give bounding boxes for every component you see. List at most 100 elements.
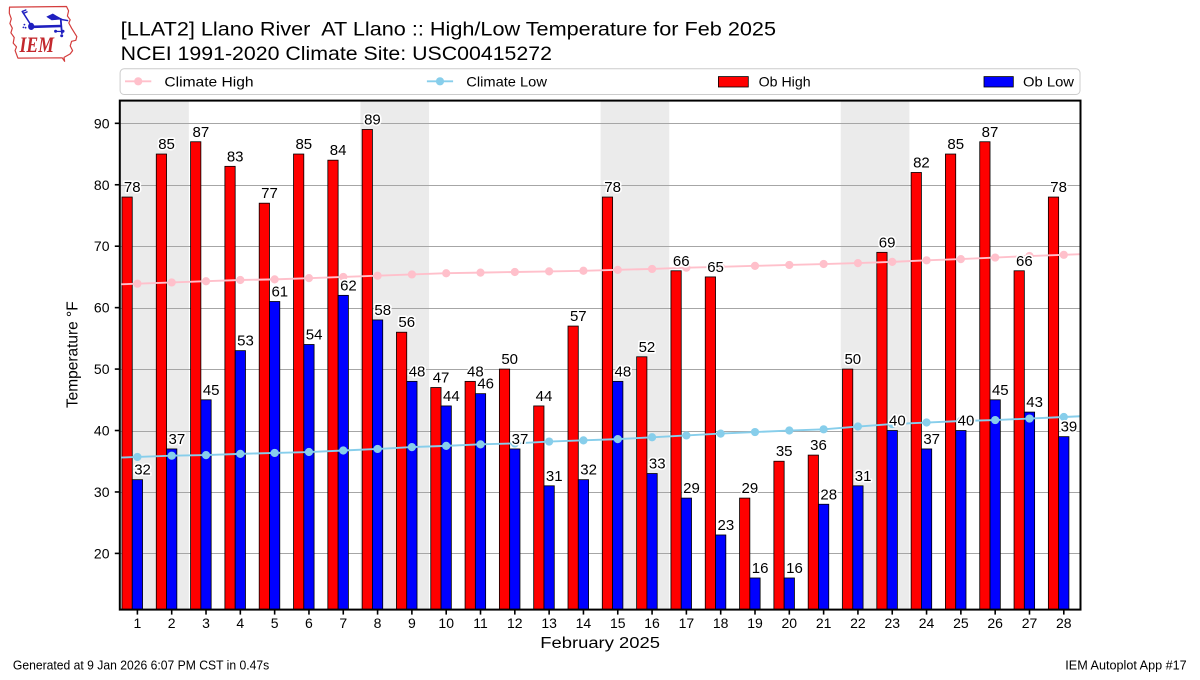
svg-text:84: 84 (330, 142, 347, 159)
svg-text:IEM: IEM (19, 32, 55, 57)
svg-text:78: 78 (124, 179, 141, 196)
svg-text:50: 50 (844, 351, 861, 368)
svg-text:Climate High: Climate High (164, 73, 253, 89)
svg-text:Temperature °F: Temperature °F (65, 301, 82, 408)
svg-text:44: 44 (443, 388, 460, 405)
svg-text:31: 31 (546, 468, 563, 485)
svg-text:40: 40 (958, 413, 975, 430)
svg-text:69: 69 (879, 234, 896, 251)
svg-text:45: 45 (992, 382, 1009, 399)
svg-text:28: 28 (1056, 615, 1072, 631)
svg-text:85: 85 (158, 136, 175, 153)
svg-text:85: 85 (947, 136, 964, 153)
svg-text:18: 18 (713, 615, 729, 631)
svg-text:Ob Low: Ob Low (1023, 73, 1075, 89)
svg-text:45: 45 (203, 382, 220, 399)
svg-text:19: 19 (747, 615, 763, 631)
svg-text:3: 3 (202, 615, 210, 631)
svg-text:7: 7 (339, 615, 347, 631)
svg-text:39: 39 (1061, 419, 1078, 436)
svg-text:66: 66 (673, 253, 690, 270)
svg-text:[LLAT2] Llano River AT Llano: [LLAT2] Llano River AT Llano :: High/Low… (121, 19, 776, 41)
svg-text:20: 20 (94, 545, 110, 561)
svg-text:48: 48 (409, 363, 426, 380)
svg-text:27: 27 (1022, 615, 1038, 631)
svg-text:58: 58 (374, 302, 391, 319)
svg-text:78: 78 (604, 179, 621, 196)
svg-text:Generated at 9 Jan 2026 6:07 P: Generated at 9 Jan 2026 6:07 PM CST in 0… (13, 659, 269, 673)
svg-text:52: 52 (639, 339, 656, 356)
svg-text:8: 8 (374, 615, 382, 631)
svg-text:37: 37 (512, 431, 529, 448)
svg-text:22: 22 (850, 615, 866, 631)
svg-text:36: 36 (810, 437, 827, 454)
svg-text:57: 57 (570, 308, 587, 325)
svg-text:NCEI 1991-2020 Climate Site: U: NCEI 1991-2020 Climate Site: USC00415272 (121, 43, 552, 65)
svg-text:23: 23 (717, 517, 734, 534)
svg-text:17: 17 (679, 615, 695, 631)
svg-text:32: 32 (580, 462, 597, 479)
svg-text:15: 15 (610, 615, 626, 631)
svg-text:Climate Low: Climate Low (466, 73, 548, 89)
svg-text:43: 43 (1026, 394, 1043, 411)
svg-text:87: 87 (982, 124, 999, 141)
svg-text:9: 9 (408, 615, 416, 631)
svg-text:14: 14 (576, 615, 592, 631)
svg-text:February 2025: February 2025 (540, 635, 660, 652)
svg-text:32: 32 (134, 462, 151, 479)
svg-text:44: 44 (536, 388, 553, 405)
svg-text:66: 66 (1016, 253, 1033, 270)
svg-text:78: 78 (1050, 179, 1067, 196)
svg-text:25: 25 (953, 615, 969, 631)
svg-text:56: 56 (398, 314, 415, 331)
svg-text:5: 5 (271, 615, 279, 631)
svg-text:28: 28 (820, 486, 837, 503)
svg-text:54: 54 (306, 327, 323, 344)
svg-text:90: 90 (94, 115, 110, 131)
svg-text:82: 82 (913, 154, 930, 171)
svg-text:37: 37 (169, 431, 186, 448)
svg-text:16: 16 (752, 560, 769, 577)
svg-text:12: 12 (507, 615, 523, 631)
svg-text:60: 60 (94, 300, 110, 316)
svg-text:65: 65 (707, 259, 724, 276)
svg-text:40: 40 (889, 413, 906, 430)
svg-text:24: 24 (919, 615, 935, 631)
svg-text:6: 6 (305, 615, 313, 631)
svg-text:37: 37 (923, 431, 940, 448)
svg-text:13: 13 (541, 615, 557, 631)
svg-text:70: 70 (94, 238, 110, 254)
svg-text:62: 62 (340, 277, 357, 294)
svg-text:26: 26 (987, 615, 1003, 631)
svg-text:23: 23 (884, 615, 900, 631)
svg-text:Ob High: Ob High (759, 73, 811, 89)
svg-text:21: 21 (816, 615, 832, 631)
svg-text:35: 35 (776, 443, 793, 460)
svg-text:10: 10 (438, 615, 454, 631)
svg-text:29: 29 (742, 480, 759, 497)
svg-text:87: 87 (193, 124, 210, 141)
svg-text:47: 47 (433, 370, 450, 387)
svg-text:4: 4 (236, 615, 244, 631)
svg-text:20: 20 (782, 615, 798, 631)
svg-text:16: 16 (644, 615, 660, 631)
svg-text:85: 85 (295, 136, 312, 153)
svg-text:11: 11 (473, 615, 488, 631)
svg-text:29: 29 (683, 480, 700, 497)
svg-text:48: 48 (615, 363, 632, 380)
svg-text:50: 50 (501, 351, 518, 368)
svg-text:IEM Autoplot App #17: IEM Autoplot App #17 (1065, 659, 1186, 673)
svg-text:61: 61 (271, 284, 288, 301)
svg-text:53: 53 (237, 333, 254, 350)
svg-text:16: 16 (786, 560, 803, 577)
svg-text:40: 40 (94, 423, 110, 439)
svg-text:50: 50 (94, 361, 110, 377)
svg-text:33: 33 (649, 456, 666, 473)
svg-text:89: 89 (364, 111, 381, 128)
svg-text:46: 46 (477, 376, 494, 393)
svg-text:30: 30 (94, 484, 110, 500)
svg-text:1: 1 (134, 615, 142, 631)
svg-text:80: 80 (94, 177, 110, 193)
svg-text:31: 31 (855, 468, 872, 485)
svg-text:2: 2 (168, 615, 176, 631)
